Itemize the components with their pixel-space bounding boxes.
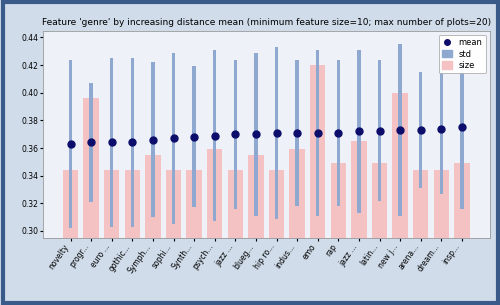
Bar [413, 170, 428, 238]
Bar [186, 170, 202, 238]
Bar [213, 50, 216, 221]
Bar [398, 44, 402, 216]
Bar [296, 59, 299, 206]
Bar [110, 58, 114, 227]
Point [149, 137, 157, 142]
Point [438, 126, 446, 131]
Bar [63, 170, 78, 238]
Point [272, 130, 280, 135]
Bar [172, 53, 176, 224]
Point [293, 130, 301, 135]
Legend: mean, std, size: mean, std, size [438, 35, 486, 73]
Bar [152, 62, 154, 217]
Point [355, 129, 363, 134]
Bar [145, 155, 160, 238]
Point [416, 127, 424, 132]
Point [108, 140, 116, 145]
Bar [84, 98, 99, 238]
Point [128, 140, 136, 145]
Bar [454, 163, 469, 238]
Point [458, 125, 466, 130]
Bar [248, 155, 264, 238]
Point [396, 127, 404, 132]
Bar [351, 141, 366, 238]
Bar [69, 59, 72, 228]
Bar [228, 170, 243, 238]
Bar [192, 66, 196, 207]
Bar [290, 149, 305, 238]
Bar [207, 149, 222, 238]
Point [170, 136, 177, 141]
Bar [440, 64, 443, 194]
Bar [166, 170, 182, 238]
Point [232, 132, 239, 137]
Bar [124, 170, 140, 238]
Point [334, 130, 342, 135]
Bar [254, 53, 258, 216]
Bar [419, 72, 422, 188]
Bar [104, 170, 120, 238]
Bar [316, 50, 320, 216]
Bar [330, 163, 346, 238]
Point [314, 130, 322, 135]
Point [376, 129, 384, 134]
Bar [392, 93, 408, 238]
Bar [460, 59, 464, 209]
Bar [130, 58, 134, 227]
Bar [234, 59, 237, 209]
Bar [434, 170, 449, 238]
Point [66, 142, 74, 146]
Bar [275, 47, 278, 219]
Bar [372, 163, 388, 238]
Bar [310, 65, 326, 238]
Point [252, 132, 260, 137]
Bar [378, 59, 381, 201]
Point [211, 133, 219, 138]
Point [190, 135, 198, 139]
Bar [357, 50, 360, 213]
Title: Feature 'genre' by increasing distance mean (minimum feature size=10; max number: Feature 'genre' by increasing distance m… [42, 18, 491, 27]
Bar [90, 83, 93, 202]
Bar [336, 59, 340, 206]
Point [87, 140, 95, 145]
Bar [269, 170, 284, 238]
